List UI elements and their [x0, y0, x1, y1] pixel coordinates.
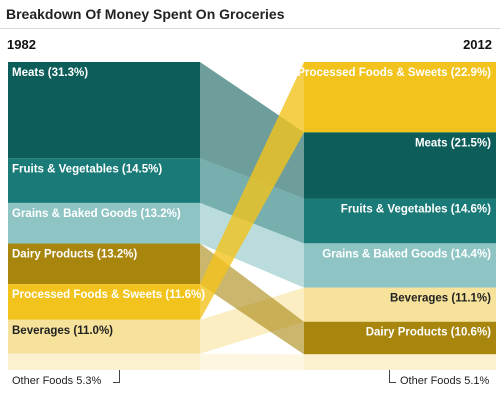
label-left-grains: Grains & Baked Goods (13.2%) — [12, 208, 181, 220]
bar-left-processed — [8, 284, 200, 320]
other-foods-label-right: Other Foods 5.1% — [400, 375, 490, 387]
other-bracket-left — [113, 370, 120, 383]
bar-left-fruits — [8, 158, 200, 203]
label-right-fruits: Fruits & Vegetables (14.6%) — [341, 203, 491, 215]
bar-left-grains — [8, 202, 200, 244]
title-divider — [0, 28, 500, 29]
label-right-processed: Processed Foods & Sweets (22.9%) — [297, 67, 491, 79]
label-left-fruits: Fruits & Vegetables (14.5%) — [12, 163, 162, 175]
year-label-left: 1982 — [7, 37, 36, 52]
other-bracket-right — [389, 370, 396, 383]
bar-left-dairy — [8, 243, 200, 285]
label-right-meats: Meats (21.5%) — [415, 137, 491, 149]
bar-left-meats — [8, 62, 200, 159]
label-left-meats: Meats (31.3%) — [12, 67, 88, 79]
year-label-right: 2012 — [463, 37, 492, 52]
label-left-dairy: Dairy Products (13.2%) — [12, 249, 137, 261]
bar-left-other — [8, 353, 200, 370]
flow-other — [200, 353, 304, 370]
bar-right-other — [304, 354, 496, 370]
label-left-processed: Processed Foods & Sweets (11.6%) — [12, 289, 205, 301]
bar-right-dairy — [304, 321, 496, 355]
label-right-grains: Grains & Baked Goods (14.4%) — [322, 248, 491, 260]
other-foods-label-left: Other Foods 5.3% — [12, 375, 102, 387]
flow-grains — [200, 202, 304, 288]
bar-left-beverages — [8, 319, 200, 354]
label-left-beverages: Beverages (11.0%) — [12, 325, 113, 337]
bar-right-processed — [304, 62, 496, 133]
flow-processed — [200, 62, 304, 320]
bar-right-fruits — [304, 198, 496, 244]
bar-right-beverages — [304, 287, 496, 322]
chart-title: Breakdown Of Money Spent On Groceries — [6, 6, 285, 22]
bar-right-meats — [304, 132, 496, 199]
bar-right-grains — [304, 243, 496, 288]
label-right-dairy: Dairy Products (10.6%) — [366, 327, 491, 339]
label-right-beverages: Beverages (11.1%) — [390, 293, 491, 305]
